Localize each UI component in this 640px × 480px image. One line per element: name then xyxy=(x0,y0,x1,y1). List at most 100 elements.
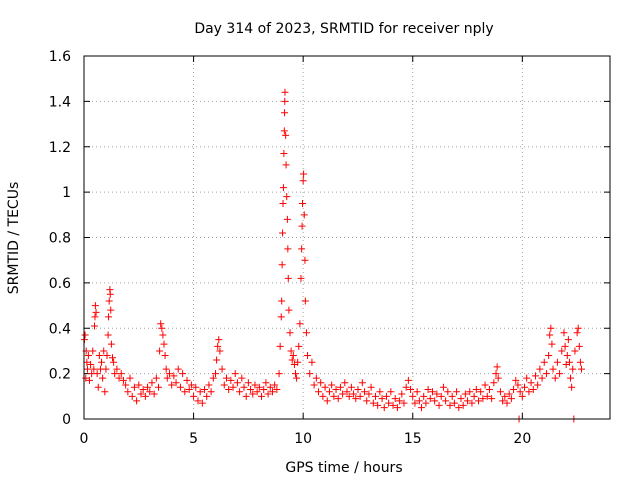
data-point xyxy=(575,342,583,350)
data-point xyxy=(574,324,582,332)
data-point xyxy=(301,256,309,264)
data-point xyxy=(283,215,291,223)
y-tick-label: 0.4 xyxy=(49,321,71,337)
data-point xyxy=(411,399,419,407)
data-point xyxy=(262,379,270,387)
data-point xyxy=(332,386,340,394)
data-point xyxy=(308,358,316,366)
data-point xyxy=(253,388,261,396)
data-point xyxy=(302,329,310,337)
plot-frame xyxy=(83,55,611,420)
data-point xyxy=(501,392,509,400)
data-point xyxy=(488,395,496,403)
data-point xyxy=(496,388,504,396)
data-point xyxy=(183,376,191,384)
y-tick-label: 0.2 xyxy=(49,367,71,383)
data-point xyxy=(170,372,178,380)
data-point xyxy=(503,399,511,407)
data-point xyxy=(439,383,447,391)
data-point xyxy=(374,401,382,409)
data-point xyxy=(260,386,268,394)
data-point xyxy=(281,97,289,105)
data-point xyxy=(352,395,360,403)
data-point xyxy=(104,331,112,339)
data-point xyxy=(371,392,379,400)
y-axis-label: SRMTID / TECUs xyxy=(6,182,22,295)
data-point xyxy=(276,342,284,350)
data-point xyxy=(296,320,304,328)
data-point xyxy=(319,392,327,400)
data-point xyxy=(426,395,434,403)
data-point xyxy=(135,381,143,389)
data-point xyxy=(347,383,355,391)
data-point xyxy=(107,340,115,348)
data-point xyxy=(81,331,89,339)
data-point xyxy=(124,388,132,396)
x-tick-label: 15 xyxy=(404,431,422,447)
data-point xyxy=(534,381,542,389)
data-point xyxy=(92,308,100,316)
data-point xyxy=(155,383,163,391)
data-point xyxy=(437,392,445,400)
data-point xyxy=(119,376,127,384)
data-point xyxy=(156,347,164,355)
data-point xyxy=(398,390,406,398)
data-point xyxy=(361,388,369,396)
data-point xyxy=(571,347,579,355)
data-point xyxy=(101,388,109,396)
data-point xyxy=(298,245,306,253)
data-point xyxy=(393,404,401,412)
data-point xyxy=(565,358,573,366)
data-point xyxy=(91,313,99,321)
data-point xyxy=(536,365,544,373)
data-point xyxy=(510,386,518,394)
data-point xyxy=(162,365,170,373)
data-point xyxy=(378,395,386,403)
data-point xyxy=(181,388,189,396)
data-point xyxy=(266,383,274,391)
data-point xyxy=(514,381,522,389)
data-point xyxy=(527,379,535,387)
data-point xyxy=(548,340,556,348)
data-point xyxy=(139,386,147,394)
data-point xyxy=(207,388,215,396)
data-point xyxy=(103,351,111,359)
data-point xyxy=(499,397,507,405)
data-point xyxy=(459,401,467,409)
data-point xyxy=(455,404,463,412)
data-point xyxy=(179,370,187,378)
data-point xyxy=(424,386,432,394)
data-point xyxy=(279,199,287,207)
data-point xyxy=(141,392,149,400)
data-point xyxy=(148,379,156,387)
data-point xyxy=(106,290,114,298)
y-tick-label: 1.4 xyxy=(49,94,71,110)
data-point xyxy=(363,397,371,405)
data-point xyxy=(380,404,388,412)
data-point xyxy=(122,381,130,389)
data-point xyxy=(564,336,572,344)
data-point xyxy=(158,324,166,332)
data-point xyxy=(192,383,200,391)
data-point xyxy=(538,374,546,382)
data-point xyxy=(369,399,377,407)
data-point xyxy=(99,374,107,382)
data-point xyxy=(94,383,102,391)
data-point xyxy=(293,374,301,382)
data-point xyxy=(321,383,329,391)
data-point xyxy=(190,392,198,400)
data-point xyxy=(227,376,235,384)
data-point xyxy=(144,383,152,391)
data-point xyxy=(282,161,290,169)
data-point xyxy=(185,386,193,394)
data-point xyxy=(198,399,206,407)
data-point xyxy=(433,390,441,398)
data-point xyxy=(358,379,366,387)
data-point xyxy=(283,193,291,201)
data-point xyxy=(137,390,145,398)
data-point xyxy=(168,381,176,389)
data-point xyxy=(448,392,456,400)
data-point xyxy=(317,379,325,387)
data-point xyxy=(446,401,454,409)
